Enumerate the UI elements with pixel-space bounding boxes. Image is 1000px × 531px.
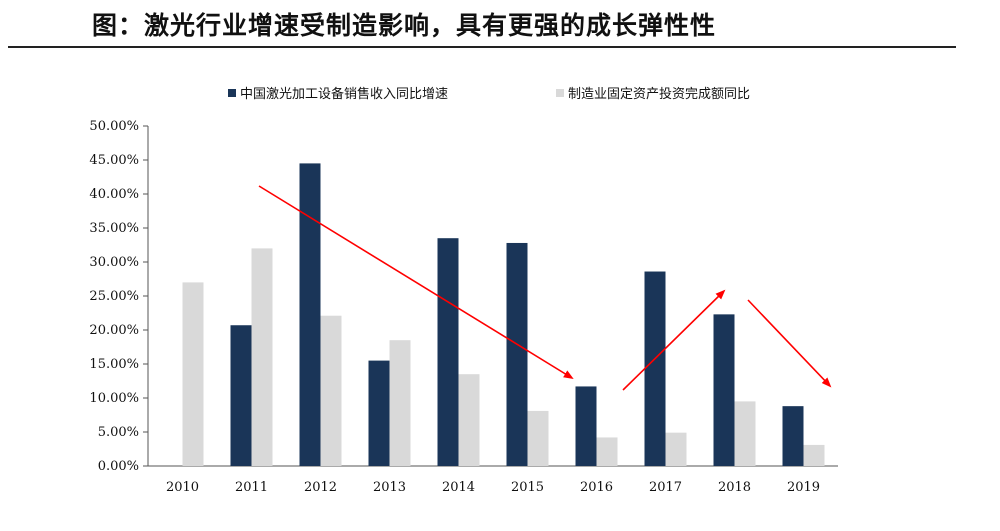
y-tick-label: 10.00% (89, 391, 139, 406)
manufacturing-investment-bar (389, 340, 411, 466)
y-tick-label: 20.00% (89, 323, 139, 338)
x-tick-label: 2011 (235, 480, 268, 495)
laser-growth-bar (437, 238, 459, 466)
y-tick-label: 50.00% (89, 119, 139, 134)
x-tick-label: 2014 (442, 480, 475, 495)
y-tick-label: 25.00% (89, 289, 139, 304)
legend-swatch (228, 89, 236, 97)
x-tick-label: 2017 (649, 480, 682, 495)
x-tick-label: 2018 (718, 480, 751, 495)
x-tick-label: 2012 (304, 480, 337, 495)
y-tick-label: 45.00% (89, 153, 139, 168)
x-tick-label: 2019 (787, 480, 820, 495)
title-underline (8, 46, 956, 48)
legend-label: 中国激光加工设备销售收入同比增速 (240, 86, 448, 102)
laser-growth-bar (575, 386, 597, 466)
y-tick-label: 0.00% (98, 459, 139, 474)
laser-growth-bar (230, 325, 252, 466)
x-tick-label: 2010 (166, 480, 199, 495)
trend-arrow (622, 289, 726, 391)
legend-label: 制造业固定资产投资完成额同比 (568, 86, 750, 102)
manufacturing-investment-bar (527, 410, 549, 466)
bars-group (182, 163, 825, 466)
manufacturing-investment-bar (665, 432, 687, 466)
laser-growth-bar (713, 314, 735, 466)
trend-arrow (258, 185, 574, 380)
manufacturing-investment-bar (734, 401, 756, 466)
laser-growth-bar (644, 271, 666, 466)
y-tick-label: 5.00% (98, 425, 139, 440)
y-tick-label: 40.00% (89, 187, 139, 202)
legend-swatch (556, 89, 564, 97)
y-tick-label: 15.00% (89, 357, 139, 372)
laser-growth-bar (782, 406, 804, 466)
y-tick-label: 30.00% (89, 255, 139, 270)
laser-growth-bar (299, 163, 321, 466)
manufacturing-investment-bar (458, 374, 480, 466)
manufacturing-investment-bar (320, 315, 342, 466)
x-tick-label: 2013 (373, 480, 406, 495)
manufacturing-investment-bar (182, 282, 204, 466)
y-axis: 0.00% 5.00% 10.00% 15.00% 20.00% 25.00% 30.00%… (89, 119, 149, 474)
x-tick-label: 2015 (511, 480, 544, 495)
x-axis: 2010 2011 2012 2013 2014 2015 2016 2017 2018 2019 (148, 465, 838, 495)
trend-arrows (258, 185, 832, 391)
x-tick-label: 2016 (580, 480, 613, 495)
laser-growth-bar (506, 242, 528, 466)
manufacturing-investment-bar (596, 437, 618, 466)
trend-arrow (747, 299, 832, 388)
y-tick-label: 35.00% (89, 221, 139, 236)
manufacturing-investment-bar (251, 248, 273, 466)
chart-legend: 中国激光加工设备销售收入同比增速 制造业固定资产投资完成额同比 (228, 86, 750, 102)
laser-growth-bar (368, 360, 390, 466)
page-title: 图：激光行业增速受制造影响，具有更强的成长弹性性 (92, 11, 717, 40)
manufacturing-investment-bar (803, 444, 825, 466)
